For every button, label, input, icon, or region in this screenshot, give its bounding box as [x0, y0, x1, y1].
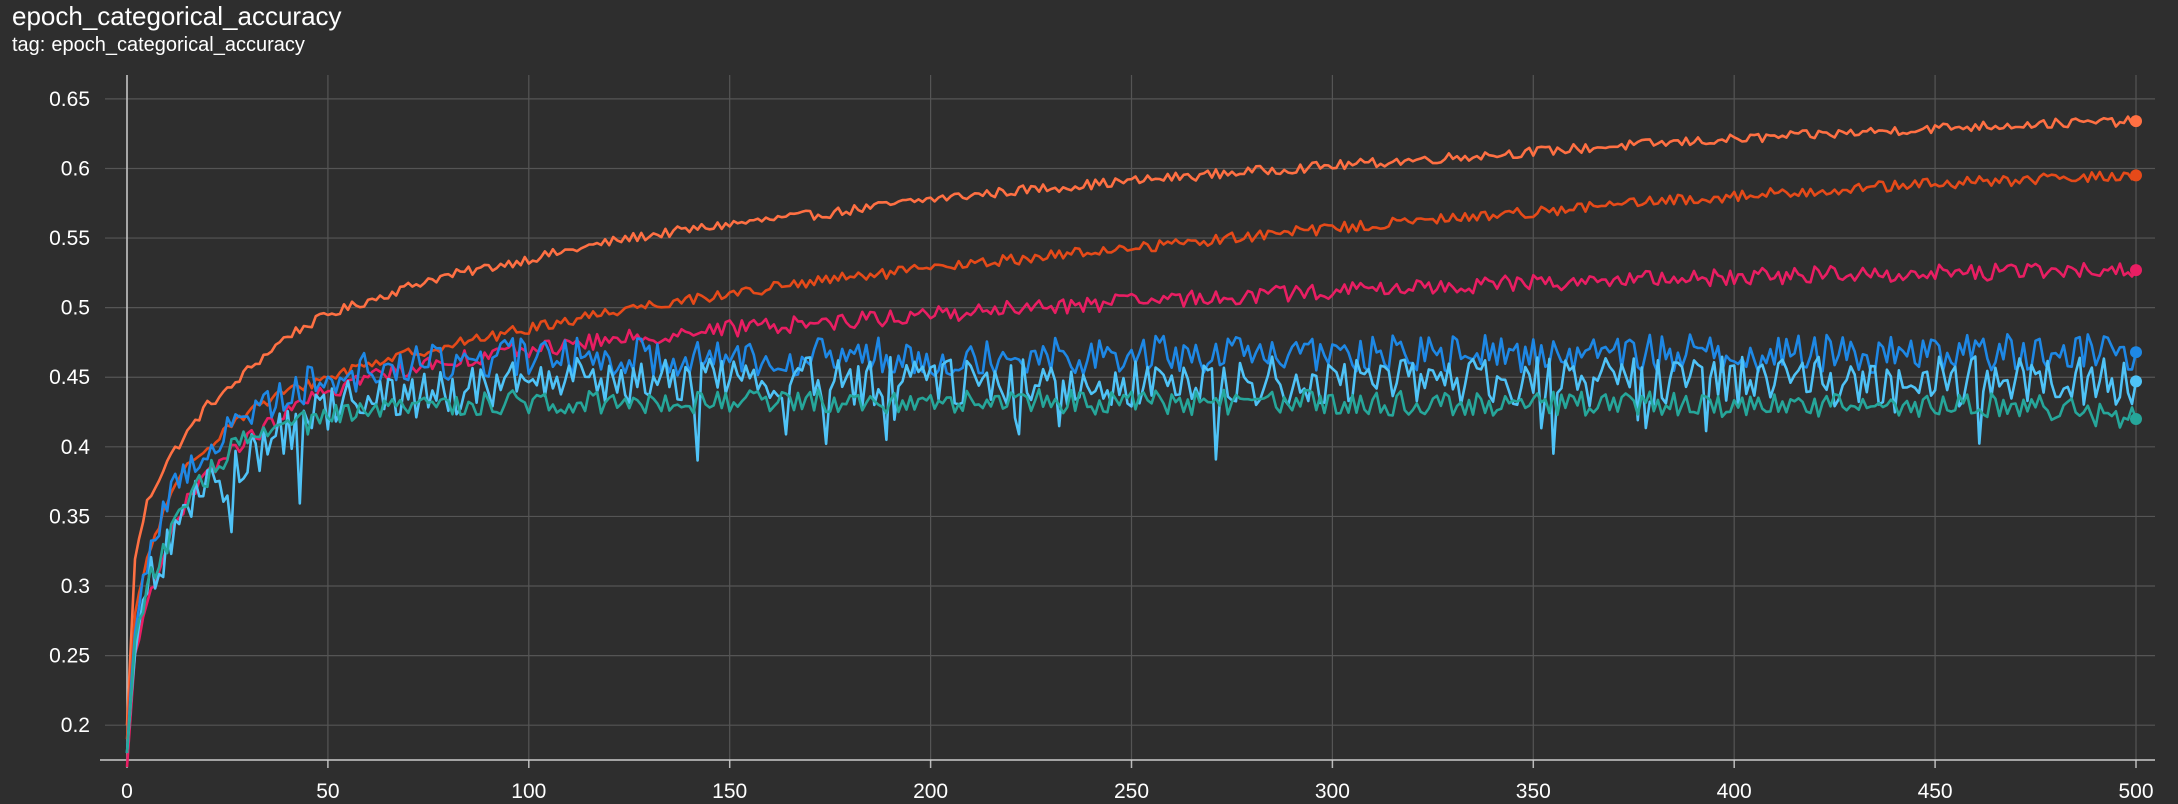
series-endpoint-3 [2130, 346, 2142, 359]
y-tick-label: 0.25 [49, 645, 90, 668]
series-endpoints [2130, 115, 2142, 425]
y-tick-label: 0.6 [61, 157, 90, 180]
y-tick-label: 0.2 [61, 714, 90, 737]
series-line-1 [125, 170, 2137, 740]
chart-title: epoch_categorical_accuracy [12, 1, 342, 31]
x-tick-label: 200 [913, 780, 948, 803]
series-endpoint-4 [2130, 375, 2142, 388]
series-line-0 [125, 115, 2137, 726]
y-tick-label: 0.4 [61, 436, 91, 459]
y-tick-label: 0.55 [49, 227, 90, 250]
series-endpoint-0 [2130, 115, 2142, 128]
x-tick-label: 500 [2118, 780, 2153, 803]
x-tick-label: 300 [1315, 780, 1350, 803]
tag-value: epoch_categorical_accuracy [51, 34, 305, 56]
series-line-4 [125, 355, 2138, 754]
x-tick-label: 100 [511, 780, 546, 803]
x-tick-label: 450 [1918, 780, 1953, 803]
x-tick-label: 250 [1114, 780, 1149, 803]
y-tick-label: 0.3 [61, 575, 90, 598]
y-tick-label: 0.45 [49, 366, 90, 389]
series-endpoint-5 [2130, 413, 2142, 425]
chart-subtitle: tag: epoch_categorical_accuracy [12, 32, 305, 58]
series-endpoint-2 [2130, 264, 2142, 277]
x-tick-label: 150 [712, 780, 747, 803]
x-tick-label: 350 [1516, 780, 1551, 803]
axes [100, 75, 2155, 768]
series-line-3 [125, 333, 2138, 754]
y-tick-label: 0.65 [49, 88, 90, 111]
y-tick-label: 0.5 [61, 297, 90, 320]
tick-labels: 0.2 0.25 0.3 0.35 0.4 0.45 0.5 0.55 0.6 0.65 0 50 10… [49, 88, 2153, 803]
y-tick-label: 0.35 [49, 505, 90, 528]
series-line-5 [125, 387, 2138, 754]
x-tick-label: 50 [316, 780, 339, 803]
x-tick-label: 400 [1717, 780, 1752, 803]
series-lines [125, 115, 2138, 768]
tag-label: tag: [12, 34, 46, 56]
x-tick-label: 0 [121, 780, 133, 803]
series-endpoint-1 [2130, 169, 2142, 182]
grid-lines [105, 75, 2155, 760]
